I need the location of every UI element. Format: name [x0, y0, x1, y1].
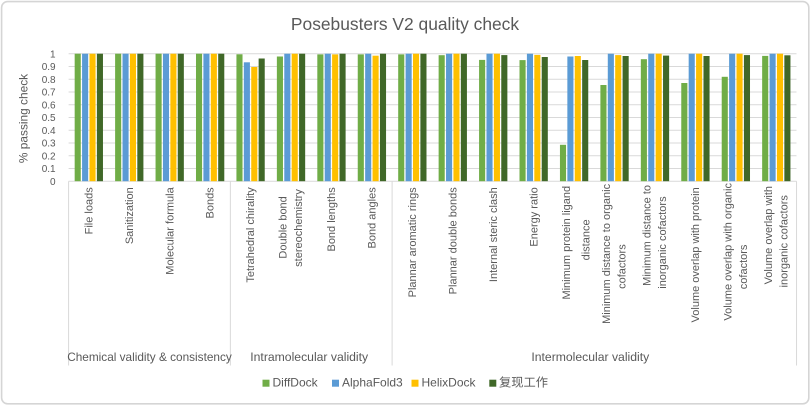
svg-text:0.7: 0.7 [42, 88, 56, 99]
svg-text:inorganic cofactors: inorganic cofactors [779, 195, 791, 288]
svg-text:Bond lengths: Bond lengths [326, 187, 338, 252]
svg-text:Chemical validity & consistenc: Chemical validity & consistency [67, 350, 232, 364]
svg-text:% passing check: % passing check [17, 74, 31, 163]
svg-text:Intermolecular validity: Intermolecular validity [531, 350, 650, 364]
svg-text:distance: distance [580, 219, 592, 260]
svg-text:Volume overlap with: Volume overlap with [763, 186, 775, 284]
svg-text:Posebusters V2 quality check: Posebusters V2 quality check [291, 14, 519, 34]
svg-text:cofactors: cofactors [738, 244, 750, 289]
svg-text:Bonds: Bonds [205, 187, 217, 219]
svg-text:Minimum distance to: Minimum distance to [642, 185, 654, 286]
svg-text:Intramolecular validity: Intramolecular validity [250, 350, 369, 364]
svg-text:0.8: 0.8 [42, 75, 56, 86]
svg-text:Volume overlap with protein: Volume overlap with protein [690, 187, 702, 322]
svg-text:0.6: 0.6 [42, 100, 56, 111]
svg-text:0.1: 0.1 [42, 164, 56, 175]
svg-text:0.2: 0.2 [42, 151, 56, 162]
svg-text:cofactors: cofactors [617, 244, 629, 289]
svg-text:Double bond: Double bond [278, 196, 290, 258]
svg-text:Volume overlap with organic: Volume overlap with organic [723, 183, 735, 321]
svg-text:Molecular formula: Molecular formula [164, 186, 176, 274]
svg-text:0.3: 0.3 [42, 139, 56, 150]
svg-text:1: 1 [50, 49, 56, 60]
svg-text:Plannar double bonds: Plannar double bonds [447, 187, 459, 295]
svg-text:DiffDock: DiffDock [273, 376, 319, 390]
svg-text:Plannar aromatic rings: Plannar aromatic rings [407, 187, 419, 298]
svg-text:0.4: 0.4 [42, 126, 56, 137]
svg-text:Energy ratio: Energy ratio [528, 187, 540, 246]
svg-text:stereochemistry: stereochemistry [293, 189, 305, 267]
svg-text:Bond angles: Bond angles [367, 187, 379, 249]
svg-text:Sanitization: Sanitization [124, 187, 136, 244]
svg-text:Internal steric clash: Internal steric clash [488, 187, 500, 282]
svg-text:HelixDock: HelixDock [422, 376, 477, 390]
svg-text:Tetrahedral chirality: Tetrahedral chirality [245, 187, 257, 283]
svg-text:0.5: 0.5 [42, 113, 56, 124]
svg-text:Minimum protein ligand: Minimum protein ligand [561, 186, 573, 300]
svg-text:File loads: File loads [83, 187, 95, 235]
svg-text:0: 0 [50, 177, 56, 188]
svg-text:AlphaFold3: AlphaFold3 [342, 376, 403, 390]
svg-text:Minimum distance to organic: Minimum distance to organic [601, 183, 613, 324]
svg-text:0.9: 0.9 [42, 62, 56, 73]
svg-text:inorganic cofactors: inorganic cofactors [657, 196, 669, 289]
